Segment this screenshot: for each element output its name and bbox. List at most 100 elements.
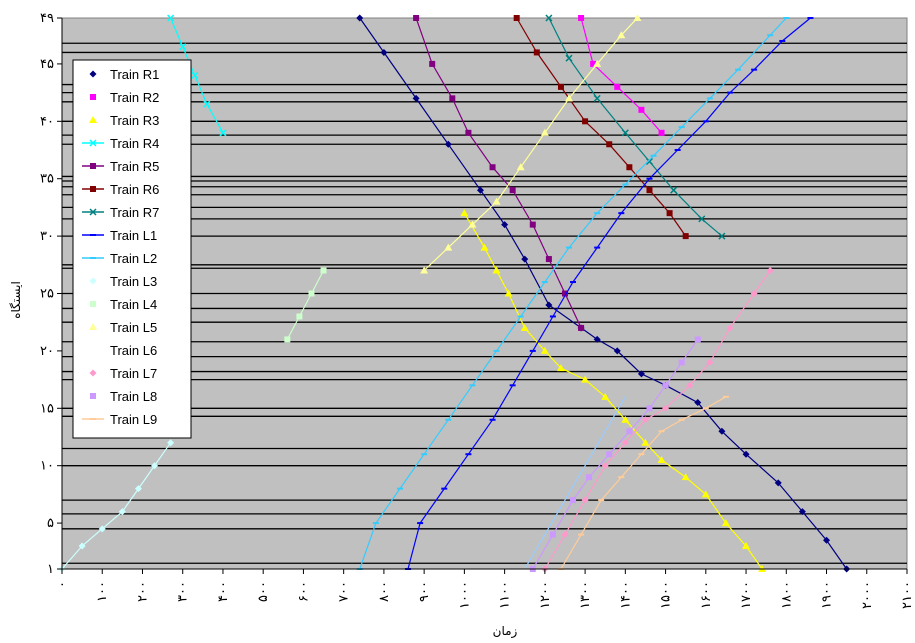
data-point [296,313,303,320]
series-train-r7 [545,14,726,240]
legend-label: Train R3 [110,113,159,128]
data-point [413,15,420,21]
x-tick-label: ۹۰۰ [417,581,432,602]
data-point [606,141,613,148]
data-point [742,542,751,550]
series-train-r5 [413,15,585,331]
data-point [686,381,694,389]
data-point [561,290,568,297]
legend-item: Train L3 [89,274,157,289]
data-point [621,129,629,137]
legend-item: Train L9 [82,412,157,427]
data-point [646,187,653,194]
series-train-l3 [58,439,175,573]
data-point [545,256,552,263]
data-point [718,427,726,435]
data-point [582,118,589,125]
legend-item: Train R7 [82,205,159,220]
legend-label: Train R7 [110,205,159,220]
x-tick-label: ۱۰۰ [95,581,110,602]
y-tick-label: ۳۵ [40,172,54,187]
series-line [532,339,699,570]
data-point [465,129,472,136]
legend-label: Train R2 [110,90,159,105]
data-point [480,243,489,251]
data-point [750,290,758,297]
y-tick-label: ۱ [47,562,54,577]
series-layer [58,14,851,573]
legend-label: Train L5 [110,320,157,335]
legend-label: Train L7 [110,366,157,381]
data-point [617,31,626,39]
x-tick-label: ۱۳۰۰ [578,581,593,609]
data-point [89,116,97,123]
data-point [593,59,602,67]
data-point [581,375,590,383]
data-point [460,209,469,217]
legend-item: Train R6 [82,182,159,197]
data-point [356,14,364,22]
series-train-l4 [284,267,327,343]
series-line [544,270,771,570]
data-point [78,542,86,550]
legend-item: Train L1 [82,228,157,243]
x-tick-label: ۳۰۰ [176,581,191,602]
data-point [645,157,654,166]
data-point [774,479,782,487]
data-point [698,215,706,223]
y-tick-label: ۲۰ [40,344,54,359]
data-point [545,301,553,309]
data-point [637,370,645,378]
x-axis-title: زمان [493,624,518,639]
data-point [167,439,175,447]
data-point [646,405,653,412]
data-point [626,164,633,171]
data-point [89,323,97,330]
series-line [548,17,723,237]
y-tick-label: ۱۰ [40,459,54,474]
station-gridlines [62,42,907,564]
x-tick-label: ۱۸۰۰ [779,581,794,609]
data-point [191,71,199,79]
data-point [726,324,734,332]
y-tick-label: ۳۰ [40,229,54,244]
legend-item: Train L7 [89,366,157,381]
series-line [423,17,638,271]
data-point [626,428,633,435]
legend-label: Train L6 [110,343,157,358]
series-line [407,17,811,570]
data-point [565,54,573,62]
data-point [516,163,525,171]
data-point [561,531,569,539]
data-point [633,14,642,21]
legend-item: Train R5 [82,159,159,174]
data-point [449,95,456,102]
legend-label: Train L1 [110,228,157,243]
legend-label: Train R5 [110,159,159,174]
legend-item: Train L6 [110,343,157,358]
data-point [308,290,315,297]
data-point [590,60,597,67]
data-point [203,100,211,108]
x-tick-label: ۱۲۰۰ [538,581,553,609]
y-tick-label: ۱۵ [40,401,54,416]
data-point [521,255,529,263]
data-point [513,15,520,21]
x-tick-label: ۱۷۰۰ [739,581,754,609]
data-point [578,15,585,21]
data-point [179,43,187,51]
series-line [359,17,787,570]
data-point [501,221,509,229]
data-point [662,404,670,412]
data-point [581,496,589,504]
x-tick-label: ۱۰۰۰ [457,581,472,609]
data-point [89,277,97,285]
data-point [444,140,452,148]
data-point [678,359,685,366]
legend-item: Train L4 [90,297,157,312]
data-point [492,266,501,274]
data-point [219,129,227,137]
data-point [666,210,673,217]
data-point [601,392,610,400]
